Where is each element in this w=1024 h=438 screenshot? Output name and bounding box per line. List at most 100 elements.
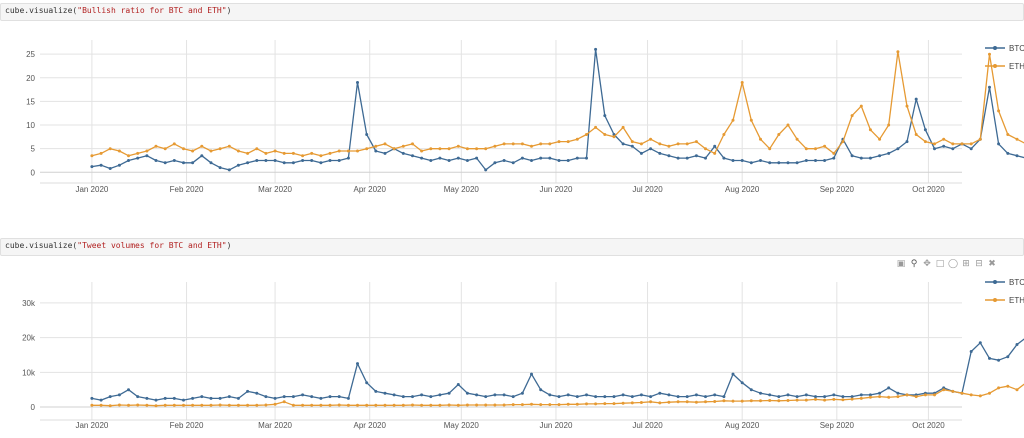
data-point[interactable] [969, 393, 973, 397]
data-point[interactable] [749, 388, 753, 392]
data-point[interactable] [667, 154, 671, 158]
data-point[interactable] [649, 137, 653, 141]
data-point[interactable] [255, 403, 259, 407]
data-point[interactable] [923, 140, 927, 144]
data-point[interactable] [694, 400, 698, 404]
data-point[interactable] [997, 142, 1001, 146]
data-point[interactable] [722, 399, 726, 403]
data-point[interactable] [914, 133, 918, 136]
data-point[interactable] [612, 395, 616, 399]
data-point[interactable] [520, 156, 524, 160]
data-point[interactable] [658, 151, 662, 155]
data-point[interactable] [722, 133, 726, 136]
data-point[interactable] [182, 161, 185, 165]
data-point[interactable] [639, 151, 643, 155]
data-point[interactable] [676, 400, 680, 404]
data-point[interactable] [291, 403, 295, 407]
data-point[interactable] [530, 144, 533, 148]
data-point[interactable] [346, 396, 350, 400]
data-point[interactable] [768, 147, 772, 151]
data-point[interactable] [603, 395, 607, 399]
data-point[interactable] [832, 151, 836, 155]
data-point[interactable] [484, 147, 488, 151]
data-point[interactable] [337, 403, 341, 407]
autoscale-icon[interactable]: ✖ [988, 259, 996, 269]
data-point[interactable] [859, 396, 863, 400]
data-point[interactable] [346, 156, 350, 160]
data-point[interactable] [291, 151, 295, 155]
data-point[interactable] [520, 403, 524, 407]
data-point[interactable] [163, 147, 167, 151]
data-point[interactable] [786, 123, 790, 127]
data-point[interactable] [960, 391, 964, 395]
data-point[interactable] [704, 400, 707, 404]
data-point[interactable] [704, 395, 707, 399]
data-point[interactable] [740, 159, 744, 162]
data-point[interactable] [90, 154, 94, 158]
data-point[interactable] [621, 142, 625, 146]
data-point[interactable] [511, 395, 515, 399]
data-point[interactable] [878, 137, 882, 141]
data-point[interactable] [227, 395, 231, 399]
data-point[interactable] [566, 393, 570, 397]
data-point[interactable] [90, 165, 94, 169]
data-point[interactable] [1015, 343, 1019, 346]
data-point[interactable] [411, 154, 414, 158]
data-point[interactable] [603, 133, 607, 136]
data-point[interactable] [493, 161, 497, 165]
data-point[interactable] [108, 395, 112, 399]
data-point[interactable] [236, 396, 240, 400]
data-point[interactable] [585, 133, 588, 136]
data-point[interactable] [594, 47, 598, 51]
data-point[interactable] [594, 395, 598, 399]
data-point[interactable] [108, 404, 112, 408]
data-point[interactable] [694, 154, 698, 158]
data-point[interactable] [575, 402, 579, 406]
data-point[interactable] [566, 140, 570, 144]
data-point[interactable] [850, 114, 854, 118]
data-point[interactable] [475, 156, 479, 160]
data-point[interactable] [804, 147, 808, 151]
data-point[interactable] [255, 159, 259, 162]
data-point[interactable] [319, 403, 323, 407]
data-point[interactable] [539, 156, 543, 160]
data-point[interactable] [1015, 388, 1019, 392]
data-point[interactable] [951, 389, 955, 393]
data-point[interactable] [804, 393, 808, 397]
data-point[interactable] [905, 104, 909, 108]
data-point[interactable] [200, 154, 204, 158]
data-point[interactable] [731, 118, 735, 122]
data-point[interactable] [759, 159, 762, 162]
data-point[interactable] [264, 159, 268, 162]
data-point[interactable] [923, 128, 927, 132]
data-point[interactable] [310, 395, 314, 399]
data-point[interactable] [484, 395, 488, 399]
data-point[interactable] [667, 393, 671, 397]
data-point[interactable] [548, 156, 552, 160]
data-point[interactable] [346, 149, 350, 153]
data-point[interactable] [383, 391, 387, 395]
data-point[interactable] [328, 159, 332, 162]
data-point[interactable] [401, 151, 405, 155]
data-point[interactable] [264, 403, 268, 407]
code-cell-bullish[interactable]: cube.visualize("Bullish ratio for BTC an… [0, 3, 1024, 21]
data-point[interactable] [667, 144, 671, 148]
data-point[interactable] [713, 151, 717, 155]
data-point[interactable] [365, 403, 369, 407]
data-point[interactable] [868, 156, 872, 160]
data-point[interactable] [694, 140, 698, 144]
data-point[interactable] [749, 399, 753, 403]
zoom-icon[interactable]: ⚲ [910, 259, 918, 269]
data-point[interactable] [383, 151, 387, 155]
data-point[interactable] [365, 133, 369, 136]
data-point[interactable] [530, 372, 533, 376]
data-point[interactable] [777, 399, 781, 403]
data-point[interactable] [374, 403, 378, 407]
data-point[interactable] [649, 395, 653, 399]
data-point[interactable] [209, 149, 213, 153]
data-point[interactable] [154, 159, 158, 162]
data-point[interactable] [163, 161, 167, 165]
data-point[interactable] [456, 156, 460, 160]
data-point[interactable] [117, 163, 121, 167]
series-eth[interactable] [90, 50, 1024, 158]
